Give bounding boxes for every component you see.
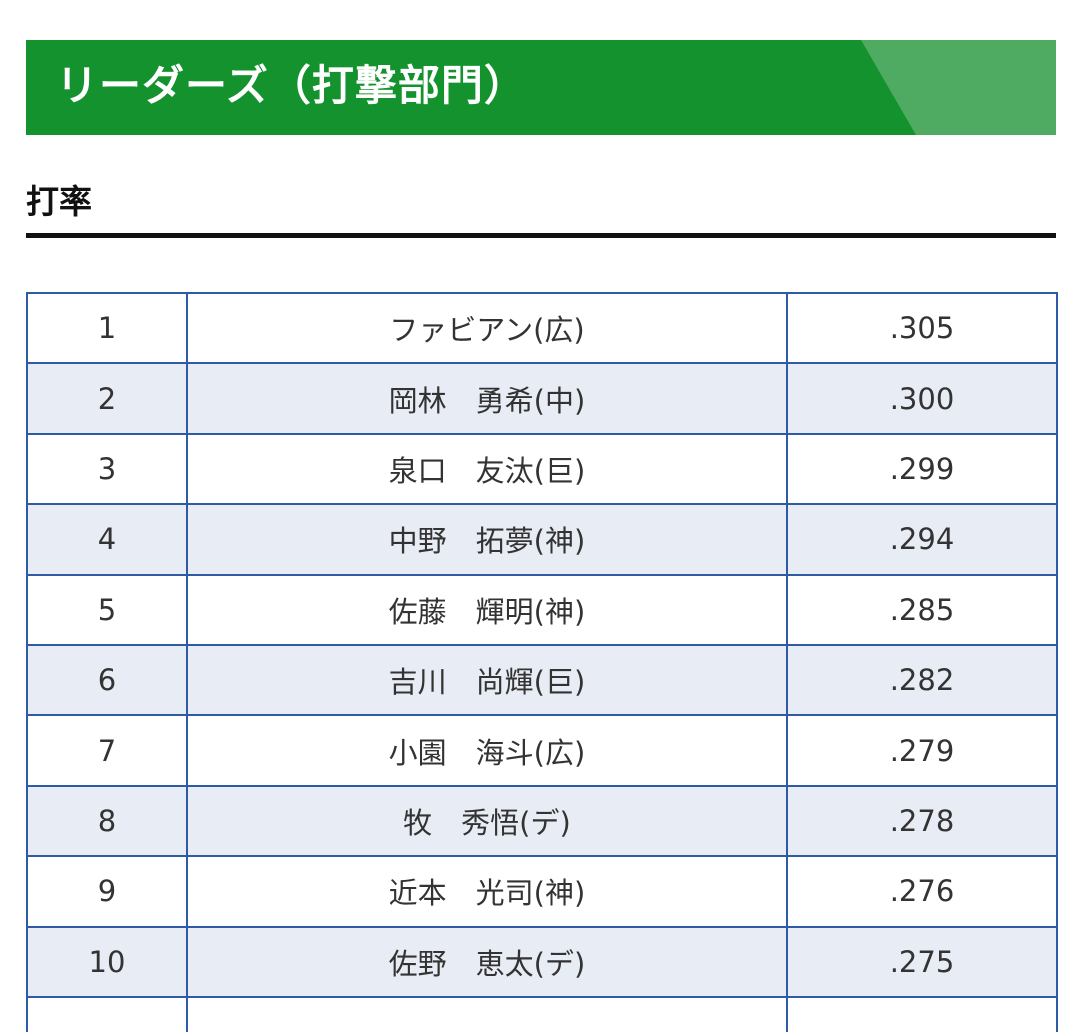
batting-average-cell: .282 [786,643,1058,717]
batting-average-cell: .285 [786,573,1058,646]
batting-average-cell: .300 [786,362,1058,435]
table-row: 4 中野 拓夢(神) .294 [26,503,1058,576]
player-cell: 近本 光司(神) [186,855,788,928]
banner-accent-shape [861,40,1056,135]
player-cell: 佐野 恵太(デ) [186,925,788,998]
rank-cell: 8 [26,784,188,858]
table-row: 9 近本 光司(神) .276 [26,855,1058,928]
banner-accent-polygon [861,40,1056,135]
batting-average-cell: .294 [786,503,1058,576]
leaders-table: 1 ファビアン(広) .305 2 岡林 勇希(中) .300 3 泉口 友汰(巨) .299 4… [26,291,1058,1032]
player-cell [186,995,788,1032]
player-cell: ファビアン(広) [186,291,788,365]
rank-cell: 2 [26,362,188,435]
table-row: 5 佐藤 輝明(神) .285 [26,573,1058,646]
rank-cell: 7 [26,714,188,787]
rank-cell: 1 [26,291,188,365]
table-row [26,995,1058,1032]
batting-average-cell: .299 [786,432,1058,506]
table-row: 10 佐野 恵太(デ) .275 [26,925,1058,998]
table-row: 1 ファビアン(広) .305 [26,291,1058,365]
batting-average-cell: .275 [786,925,1058,998]
player-cell: 岡林 勇希(中) [186,362,788,435]
table-row: 7 小園 海斗(広) .279 [26,714,1058,787]
leaders-banner: リーダーズ（打撃部門） [26,40,1056,135]
table-row: 6 吉川 尚輝(巨) .282 [26,643,1058,717]
player-cell: 牧 秀悟(デ) [186,784,788,858]
leaders-table-body: 1 ファビアン(広) .305 2 岡林 勇希(中) .300 3 泉口 友汰(巨) .299 4… [26,291,1058,1032]
player-cell: 小園 海斗(広) [186,714,788,787]
batting-average-cell: .305 [786,291,1058,365]
page-title: リーダーズ（打撃部門） [56,61,527,110]
rank-cell: 5 [26,573,188,646]
rank-cell: 9 [26,855,188,928]
player-cell: 吉川 尚輝(巨) [186,643,788,717]
rank-cell: 6 [26,643,188,717]
rank-cell: 10 [26,925,188,998]
player-cell: 佐藤 輝明(神) [186,573,788,646]
player-cell: 泉口 友汰(巨) [186,432,788,506]
batting-average-cell [786,995,1058,1032]
table-row: 3 泉口 友汰(巨) .299 [26,432,1058,506]
table-row: 2 岡林 勇希(中) .300 [26,362,1058,435]
section-heading-batting-average: 打率 [26,176,1056,238]
batting-average-cell: .276 [786,855,1058,928]
leaders-table-container: 1 ファビアン(広) .305 2 岡林 勇希(中) .300 3 泉口 友汰(巨) .299 4… [26,291,1058,1032]
batting-average-cell: .278 [786,784,1058,858]
rank-cell: 3 [26,432,188,506]
batting-average-cell: .279 [786,714,1058,787]
player-cell: 中野 拓夢(神) [186,503,788,576]
section-heading-label: 打率 [26,182,92,221]
rank-cell [26,995,188,1032]
rank-cell: 4 [26,503,188,576]
